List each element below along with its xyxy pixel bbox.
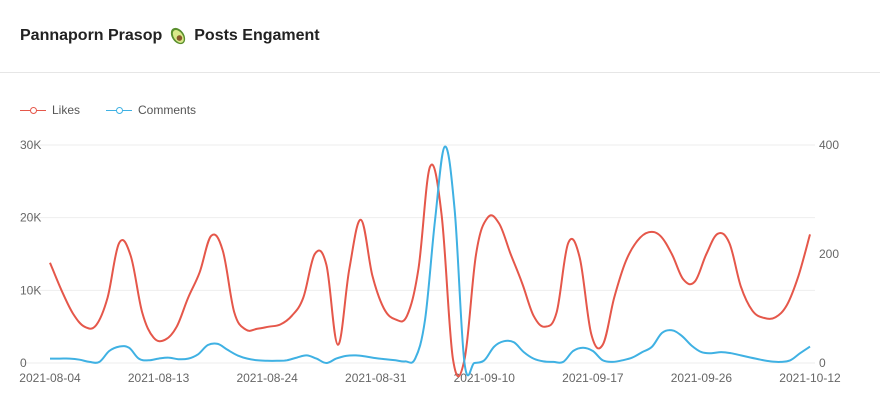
likes-legend-label: Likes — [52, 103, 81, 117]
avocado-icon — [171, 27, 186, 45]
x-tick-label: 2021-10-12 — [779, 371, 841, 385]
right-tick-label: 0 — [819, 356, 826, 370]
x-tick-label: 2021-08-31 — [345, 371, 407, 385]
legend: Likes Comments — [20, 103, 196, 117]
left-axis-ticks: 0 10K 20K 30K — [20, 138, 41, 370]
x-tick-label: 2021-08-24 — [236, 371, 298, 385]
likes-legend-marker — [20, 104, 46, 116]
grid-lines — [20, 144, 815, 364]
right-tick-label: 400 — [819, 138, 839, 152]
title-suffix: Posts Engament — [194, 27, 320, 44]
x-tick-label: 2021-09-26 — [671, 371, 733, 385]
x-axis-ticks: 2021-08-04 2021-08-13 2021-08-24 2021-08-31… — [19, 371, 841, 385]
comments-series-line — [50, 145, 811, 377]
x-tick-label: 2021-08-13 — [128, 371, 190, 385]
chart-title: Pannaporn Prasop Posts Engament — [20, 26, 320, 46]
likes-series-line — [49, 163, 811, 378]
series-lines — [49, 145, 811, 378]
x-tick-label: 2021-09-17 — [562, 371, 624, 385]
comments-legend-marker — [106, 104, 133, 116]
x-tick-label: 2021-09-10 — [454, 371, 516, 385]
right-tick-label: 200 — [819, 247, 839, 261]
left-tick-label: 0 — [20, 356, 27, 370]
comments-legend-label: Comments — [138, 103, 197, 117]
left-tick-label: 20K — [20, 211, 41, 225]
right-axis-ticks: 0 200 400 — [819, 138, 839, 370]
legend-item-comments[interactable]: Comments — [106, 103, 196, 117]
card-header: Pannaporn Prasop Posts Engament — [0, 0, 880, 73]
x-tick-label: 2021-08-04 — [19, 371, 81, 385]
legend-item-likes[interactable]: Likes — [20, 103, 80, 117]
left-tick-label: 10K — [20, 283, 41, 297]
title-name: Pannaporn Prasop — [20, 27, 163, 44]
left-tick-label: 30K — [20, 138, 41, 152]
